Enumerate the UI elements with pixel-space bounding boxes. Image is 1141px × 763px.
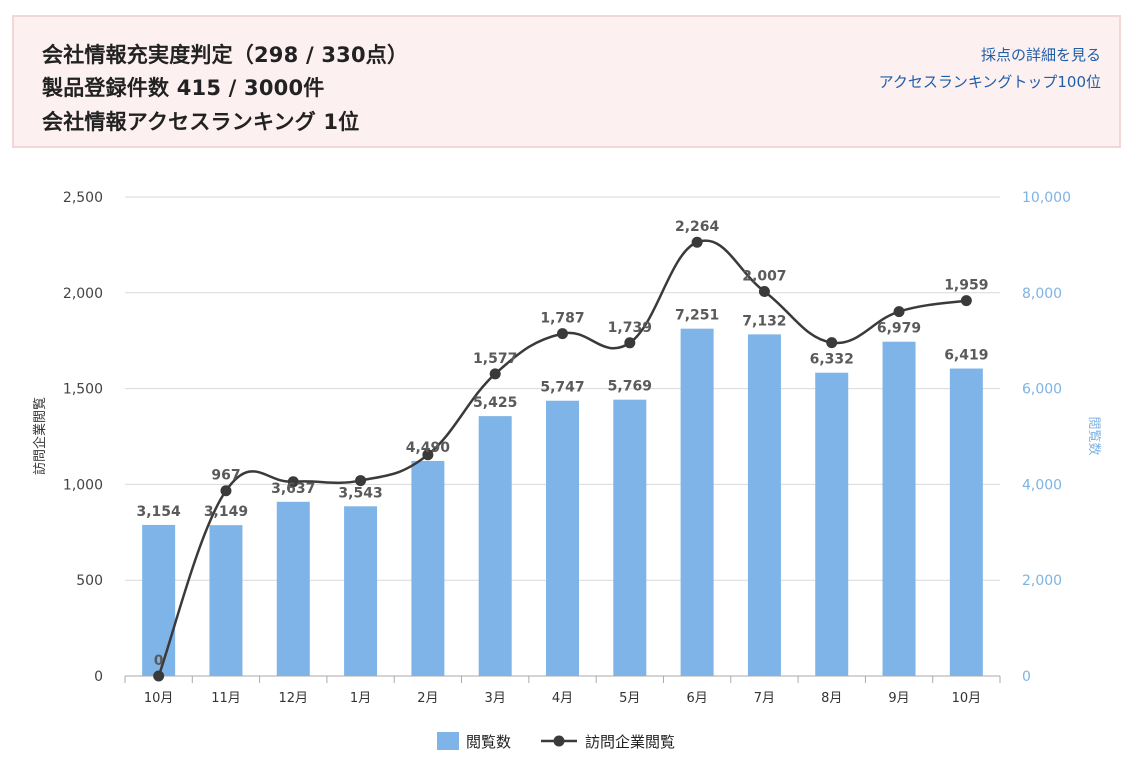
line-point [624,337,636,349]
bar [613,399,647,676]
x-tick-label: 5月 [619,691,640,706]
x-tick-label: 10月 [952,691,982,706]
line-data-label: 0 [154,653,164,669]
bar-data-label: 5,747 [540,380,584,396]
x-tick-label: 10月 [144,691,174,706]
bar-data-label: 3,149 [204,504,248,520]
legend-label-line: 訪問企業閲覧 [585,733,675,751]
line-point [557,328,568,340]
completeness-score: 会社情報充実度判定（298 / 330点） [42,43,409,67]
bar [411,460,445,676]
bar [209,525,243,676]
line-data-label: 1,577 [473,351,517,367]
right-tick-label: 8,000 [1022,286,1062,302]
right-tick-label: 10,000 [1022,190,1071,206]
right-axis-title: 閲覧数 [1086,416,1102,455]
bar-data-label: 5,769 [608,379,652,395]
x-tick-label: 6月 [686,691,707,706]
line-data-label: 967 [211,468,240,484]
bar-data-label: 7,132 [742,313,786,329]
x-tick-label: 2月 [417,691,438,706]
bar [949,368,983,676]
bar-data-label: 3,637 [271,481,315,497]
score-detail-link[interactable]: 採点の詳細を見る [980,46,1101,64]
bar [478,416,512,676]
left-axis-title: 訪問企業閲覧 [32,397,48,475]
bar-data-label: 4,490 [406,440,451,456]
line-data-label: 1,959 [944,278,988,294]
bar-data-label: 3,154 [137,504,182,520]
bar-data-label: 6,332 [810,352,854,368]
left-tick-label: 1,500 [63,382,103,398]
right-tick-label: 4,000 [1022,477,1062,493]
legend-label-bar: 閲覧数 [466,733,511,751]
line-data-label: 2,007 [742,268,786,284]
line-point [960,295,972,307]
bar [344,506,378,676]
left-tick-label: 1,000 [63,477,103,493]
line-data-label: 2,264 [675,219,720,235]
right-tick-label: 2,000 [1022,573,1062,589]
left-tick-label: 2,500 [63,190,103,206]
x-tick-label: 9月 [888,691,909,706]
line-point [826,337,838,349]
bar [546,400,579,676]
x-tick-label: 3月 [485,691,506,706]
left-tick-label: 500 [76,573,103,589]
access-ranking: 会社情報アクセスランキング 1位 [42,110,360,134]
line-point [153,670,165,682]
line-data-label: 1,787 [540,311,584,327]
bar [276,501,310,676]
line-point [893,306,905,318]
x-tick-label: 11月 [211,691,241,706]
product-count: 製品登録件数 415 / 3000件 [42,76,325,100]
line-point [220,485,232,497]
bar [747,334,781,676]
bar-data-label: 6,979 [877,321,921,337]
bar [882,341,916,676]
bar-data-label: 5,425 [473,395,517,411]
x-tick-label: 7月 [754,691,775,706]
x-tick-label: 8月 [821,691,842,706]
line-point [422,449,434,461]
legend-swatch-point [553,735,565,747]
x-tick-label: 12月 [278,691,308,706]
line-point [691,236,703,248]
x-tick-label: 1月 [350,691,371,706]
summary-box: 会社情報充実度判定（298 / 330点） 製品登録件数 415 / 3000件… [12,15,1121,148]
bar [142,524,176,676]
bar [680,328,714,676]
right-tick-label: 6,000 [1022,382,1062,398]
line-point [489,368,501,380]
bar-data-label: 7,251 [675,308,719,324]
line-point [287,476,299,488]
line-point [355,475,367,487]
bar [815,372,849,676]
bar-data-label: 6,419 [944,348,988,364]
ranking-top100-link[interactable]: アクセスランキングトップ100位 [878,73,1101,91]
left-tick-label: 0 [94,669,103,685]
right-tick-label: 0 [1022,669,1031,685]
x-tick-label: 4月 [552,691,573,706]
bar-data-label: 3,543 [338,485,382,501]
line-point [758,285,770,297]
legend-swatch-bar [437,732,459,750]
left-tick-label: 2,000 [63,286,103,302]
line-data-label: 1,739 [608,320,652,336]
